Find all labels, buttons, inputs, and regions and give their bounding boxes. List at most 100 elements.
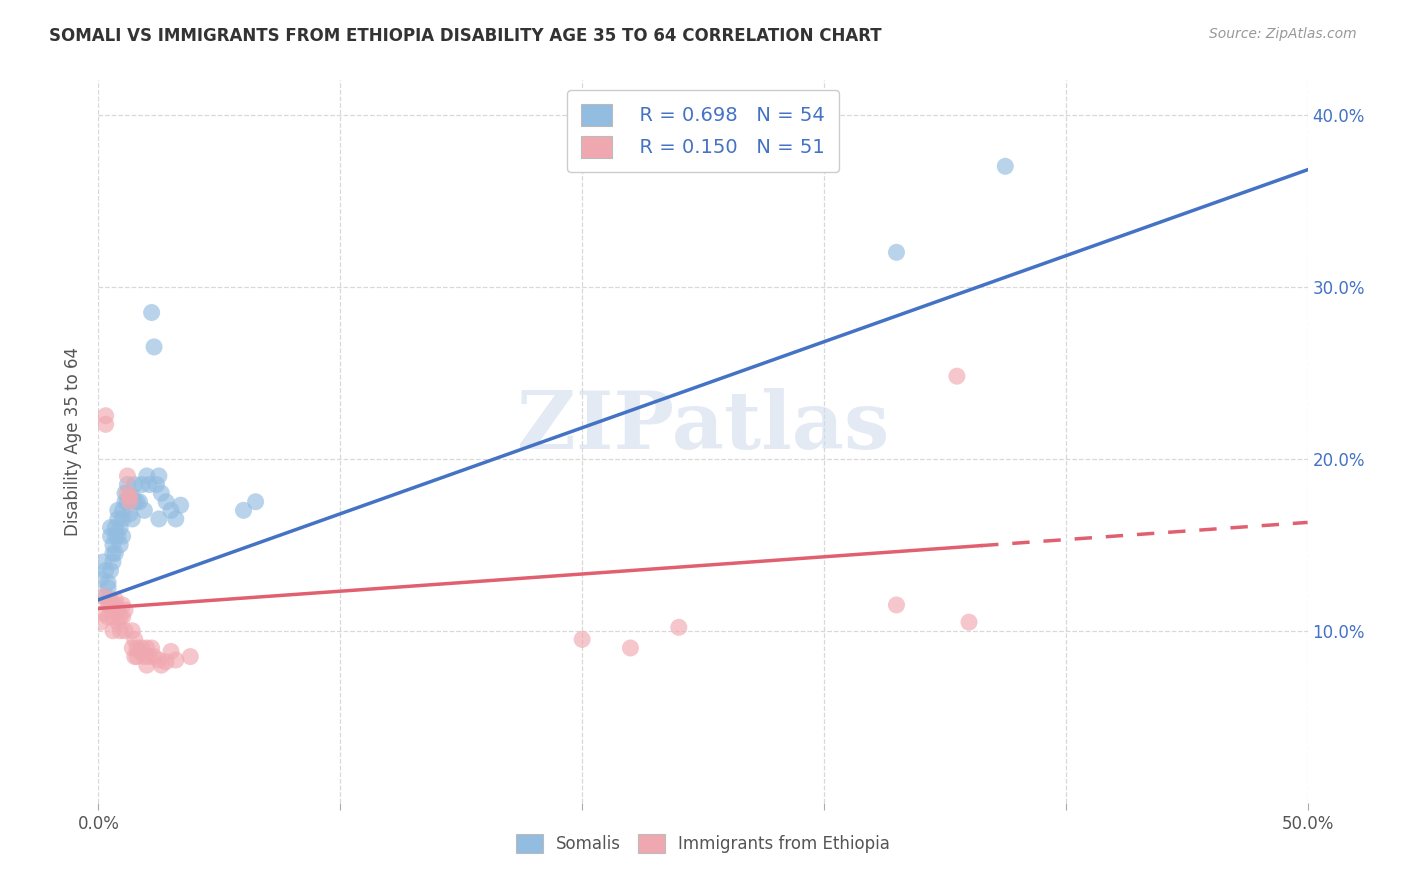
Point [118, 490, 141, 504]
Point [148, 653, 170, 667]
Point [100, 603, 122, 617]
Point [165, 512, 187, 526]
Point [107, 529, 129, 543]
Point [91, 590, 114, 604]
Point [97, 581, 120, 595]
Point [107, 503, 129, 517]
Point [114, 486, 136, 500]
Point [97, 610, 120, 624]
Point [97, 598, 120, 612]
Point [104, 546, 127, 560]
Point [138, 477, 160, 491]
Point [100, 520, 122, 534]
Point [143, 649, 166, 664]
Point [946, 369, 969, 384]
Text: SOMALI VS IMMIGRANTS FROM ETHIOPIA DISABILITY AGE 35 TO 64 CORRELATION CHART: SOMALI VS IMMIGRANTS FROM ETHIOPIA DISAB… [49, 27, 882, 45]
Point [150, 658, 173, 673]
Point [886, 245, 908, 260]
Point [100, 529, 122, 543]
Point [101, 555, 124, 569]
Point [179, 649, 201, 664]
Y-axis label: Disability Age 35 to 64: Disability Age 35 to 64 [65, 347, 83, 536]
Point [117, 469, 139, 483]
Text: Source: ZipAtlas.com: Source: ZipAtlas.com [1209, 27, 1357, 41]
Point [141, 640, 163, 655]
Point [143, 340, 166, 354]
Point [104, 592, 127, 607]
Point [104, 520, 127, 534]
Point [121, 624, 143, 638]
Point [111, 512, 134, 526]
Point [107, 603, 129, 617]
Point [118, 507, 141, 521]
Point [148, 469, 170, 483]
Point [114, 603, 136, 617]
Point [160, 644, 183, 658]
Point [94, 417, 117, 432]
Point [155, 494, 177, 508]
Point [117, 486, 139, 500]
Point [124, 649, 146, 664]
Point [957, 615, 980, 630]
Point [114, 494, 136, 508]
Point [619, 640, 641, 655]
Point [108, 610, 131, 624]
Point [107, 615, 129, 630]
Point [128, 494, 150, 508]
Point [886, 598, 908, 612]
Point [117, 477, 139, 491]
Point [124, 632, 146, 647]
Point [94, 409, 117, 423]
Point [100, 564, 122, 578]
Point [101, 610, 124, 624]
Point [90, 572, 112, 586]
Point [104, 598, 127, 612]
Point [97, 592, 120, 607]
Point [131, 477, 153, 491]
Point [148, 512, 170, 526]
Point [114, 624, 136, 638]
Point [134, 649, 156, 664]
Point [111, 529, 134, 543]
Point [111, 503, 134, 517]
Point [108, 624, 131, 638]
Point [97, 575, 120, 590]
Point [165, 653, 187, 667]
Point [131, 640, 153, 655]
Point [94, 564, 117, 578]
Point [145, 477, 167, 491]
Point [138, 649, 160, 664]
Point [160, 503, 183, 517]
Point [108, 520, 131, 534]
Point [91, 607, 114, 621]
Point [101, 538, 124, 552]
Point [128, 644, 150, 658]
Point [121, 640, 143, 655]
Text: ZIPatlas: ZIPatlas [517, 388, 889, 467]
Point [135, 640, 157, 655]
Point [232, 503, 254, 517]
Point [124, 494, 146, 508]
Point [127, 494, 149, 508]
Point [117, 494, 139, 508]
Point [118, 490, 141, 504]
Point [121, 490, 143, 504]
Point [141, 305, 163, 319]
Point [135, 469, 157, 483]
Point [91, 555, 114, 569]
Point [571, 632, 593, 647]
Point [111, 610, 134, 624]
Point [150, 486, 173, 500]
Point [108, 538, 131, 552]
Legend: Somalis, Immigrants from Ethiopia: Somalis, Immigrants from Ethiopia [509, 827, 897, 860]
Point [127, 640, 149, 655]
Point [101, 546, 124, 560]
Point [155, 655, 177, 669]
Point [121, 512, 143, 526]
Point [668, 620, 690, 634]
Point [94, 590, 117, 604]
Point [134, 503, 156, 517]
Point [994, 159, 1017, 173]
Point [101, 624, 124, 638]
Point [169, 498, 191, 512]
